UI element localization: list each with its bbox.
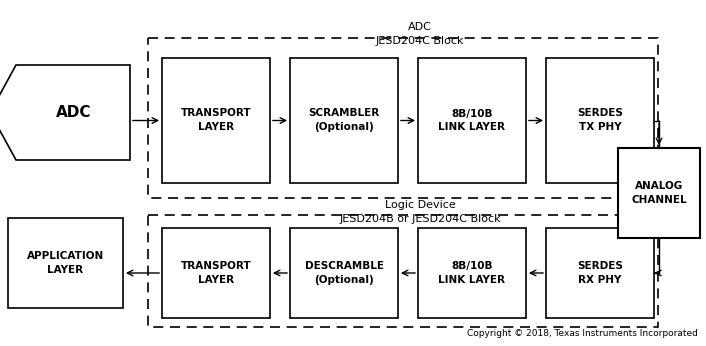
Bar [290,228,398,318]
Text: 8B/10B
LINK LAYER: 8B/10B LINK LAYER [438,109,505,133]
Bar [148,38,658,198]
Text: TRANSPORT
LAYER: TRANSPORT LAYER [181,261,251,285]
Text: TRANSPORT
LAYER: TRANSPORT LAYER [181,109,251,133]
Bar [546,228,654,318]
Bar [290,58,398,183]
Text: SERDES
TX PHY: SERDES TX PHY [577,109,623,133]
Bar [148,215,658,327]
Text: 8B/10B
LINK LAYER: 8B/10B LINK LAYER [438,261,505,285]
Text: DESCRAMBLE
(Optional): DESCRAMBLE (Optional) [304,261,383,285]
Text: SERDES
RX PHY: SERDES RX PHY [577,261,623,285]
Bar [162,228,270,318]
Bar [418,58,526,183]
Text: SCRAMBLER
(Optional): SCRAMBLER (Optional) [309,109,380,133]
Text: APPLICATION
LAYER: APPLICATION LAYER [27,251,104,275]
Text: Copyright © 2018, Texas Instruments Incorporated: Copyright © 2018, Texas Instruments Inco… [467,329,698,338]
Bar [418,228,526,318]
Bar [162,58,270,183]
Bar [546,58,654,183]
Bar [8,218,123,308]
Text: Logic Device
JESD204B or JESD204C Block: Logic Device JESD204B or JESD204C Block [339,200,501,224]
Bar [618,148,700,238]
Text: ANALOG
CHANNEL: ANALOG CHANNEL [631,181,687,205]
Polygon shape [0,65,130,160]
Text: ADC
JESD204C Block: ADC JESD204C Block [376,22,465,46]
Text: ADC: ADC [56,105,92,120]
